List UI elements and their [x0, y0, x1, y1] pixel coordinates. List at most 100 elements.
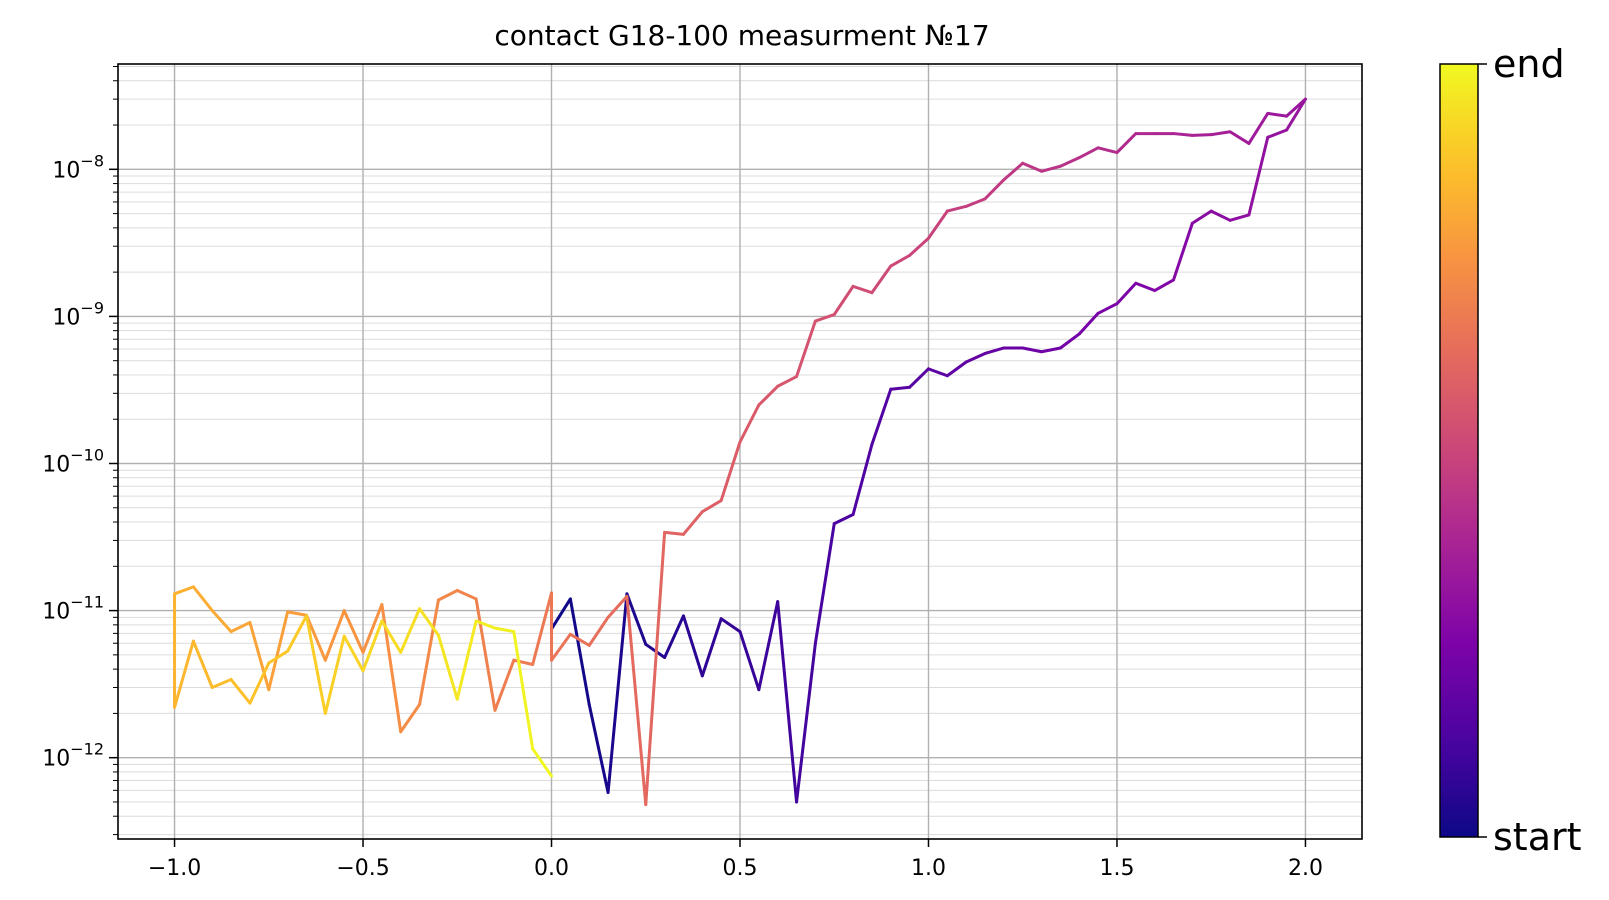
data-segment	[1153, 278, 1176, 293]
data-segment	[229, 678, 252, 705]
data-segment	[436, 588, 459, 602]
data-segment	[964, 351, 987, 364]
x-tick-label: 2.0	[1288, 856, 1323, 881]
data-segment	[323, 634, 346, 715]
data-segment	[719, 617, 742, 634]
colorbar-label-end: end	[1493, 42, 1565, 86]
x-tick-label: −0.5	[336, 856, 389, 881]
y-tick-label: 10−11	[42, 593, 104, 625]
data-segment	[587, 615, 610, 647]
data-segment	[1002, 161, 1025, 182]
data-segment	[681, 510, 704, 536]
data-segment	[550, 632, 572, 662]
colorbar: end start	[1439, 42, 1582, 859]
data-segment	[719, 440, 742, 503]
data-segment	[813, 522, 836, 645]
data-segment	[983, 346, 1006, 355]
data-segment	[663, 614, 685, 659]
data-segment	[681, 614, 704, 678]
data-segment	[983, 178, 1006, 201]
x-tick-label: 1.5	[1099, 856, 1134, 881]
data-segment	[1228, 213, 1251, 222]
data-segment	[474, 597, 497, 712]
data-segment	[455, 619, 478, 701]
data-segment	[1247, 135, 1270, 217]
data-segment	[1134, 281, 1157, 293]
data-segment	[512, 630, 535, 751]
data-segment	[663, 530, 685, 536]
data-segment	[738, 403, 761, 444]
data-segment	[964, 197, 987, 208]
data-segment	[1021, 346, 1044, 354]
data-segment	[945, 360, 968, 378]
data-segment	[173, 639, 195, 709]
chart-title: contact G18-100 measurment №17	[494, 19, 989, 52]
data-segment	[191, 639, 214, 690]
data-segment	[1285, 97, 1307, 118]
data-segment	[248, 661, 271, 705]
data-segment	[757, 384, 780, 407]
data-segment	[1172, 132, 1194, 137]
data-segment	[531, 591, 554, 667]
data-segment	[945, 204, 968, 213]
data-segment	[1040, 346, 1062, 354]
data-segment	[795, 319, 817, 379]
data-segment	[399, 702, 422, 734]
data-segment	[399, 607, 422, 654]
data-segment	[1228, 130, 1251, 145]
data-segment	[625, 592, 648, 646]
data-segment	[191, 585, 214, 613]
data-segment	[776, 375, 799, 388]
data-segment	[851, 284, 874, 295]
data-segment	[1266, 128, 1289, 139]
data-segment	[418, 598, 440, 706]
data-segment	[926, 367, 949, 378]
data-segment	[1115, 132, 1138, 155]
series-line	[173, 97, 1307, 807]
data-segment	[625, 594, 648, 807]
data-segment	[286, 610, 308, 617]
data-segment	[889, 385, 912, 391]
data-segment	[832, 284, 855, 317]
y-axis: 10−12 10−11 10−10 10−9 10−8	[42, 66, 118, 836]
data-segment	[1190, 209, 1213, 225]
data-segment	[323, 609, 346, 662]
data-segment	[267, 649, 290, 665]
data-segment	[813, 313, 836, 323]
x-axis: −1.0 −0.5 0.0 0.5 1.0 1.5 2.0	[148, 839, 1323, 881]
data-segment	[210, 609, 233, 634]
data-segment	[1096, 302, 1119, 315]
data-segment	[832, 513, 855, 526]
x-tick-label: 0.5	[723, 856, 758, 881]
data-segment	[474, 619, 497, 630]
data-segment	[229, 620, 252, 634]
colorbar-label-start: start	[1493, 815, 1582, 859]
y-tick-label: 10−9	[52, 298, 104, 330]
data-segment	[493, 658, 516, 712]
data-segment	[361, 619, 384, 673]
y-tick-label: 10−8	[52, 151, 104, 183]
data-segment	[1247, 111, 1270, 145]
data-segment	[304, 613, 327, 662]
data-segment	[568, 597, 591, 706]
data-segment	[870, 387, 893, 446]
data-segment	[1058, 156, 1081, 168]
data-segment	[342, 634, 365, 673]
data-segment	[531, 747, 554, 778]
data-segment	[380, 619, 403, 654]
data-segment	[870, 264, 893, 295]
data-segment	[550, 597, 572, 631]
data-segment	[889, 253, 912, 268]
colorbar-gradient	[1439, 63, 1479, 838]
data-segment	[1172, 221, 1194, 282]
data-segment	[1115, 281, 1138, 306]
data-segment	[455, 588, 478, 601]
data-segment	[418, 607, 440, 637]
data-segment	[173, 585, 195, 596]
data-segment	[1040, 164, 1062, 173]
data-segment	[267, 610, 290, 692]
data-segment	[795, 641, 817, 804]
x-tick-label: 0.0	[534, 856, 569, 881]
